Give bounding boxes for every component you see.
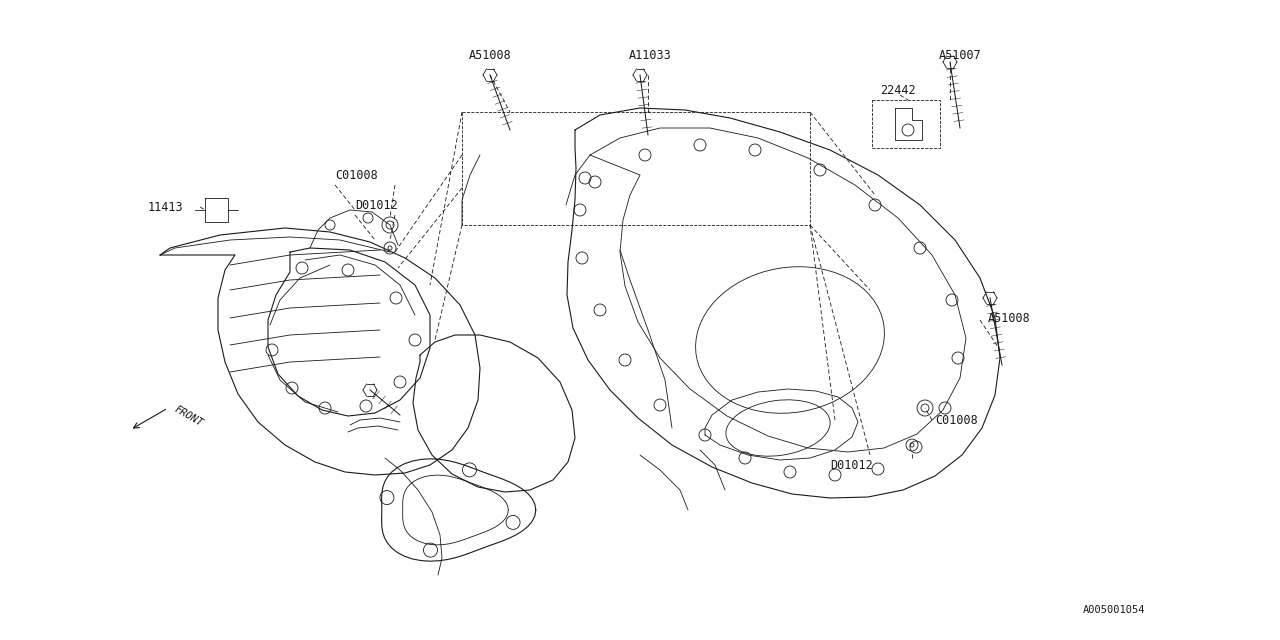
- Text: D01012: D01012: [355, 198, 398, 211]
- Text: 11413: 11413: [148, 200, 183, 214]
- Text: FRONT: FRONT: [173, 404, 205, 428]
- Text: A11033: A11033: [628, 49, 672, 61]
- Text: A51007: A51007: [938, 49, 982, 61]
- Text: C01008: C01008: [934, 413, 978, 426]
- Text: C01008: C01008: [335, 168, 378, 182]
- Text: A51008: A51008: [468, 49, 512, 61]
- Text: D01012: D01012: [829, 458, 873, 472]
- Text: A51008: A51008: [988, 312, 1030, 324]
- Text: A005001054: A005001054: [1083, 605, 1146, 615]
- Text: 22442: 22442: [881, 83, 915, 97]
